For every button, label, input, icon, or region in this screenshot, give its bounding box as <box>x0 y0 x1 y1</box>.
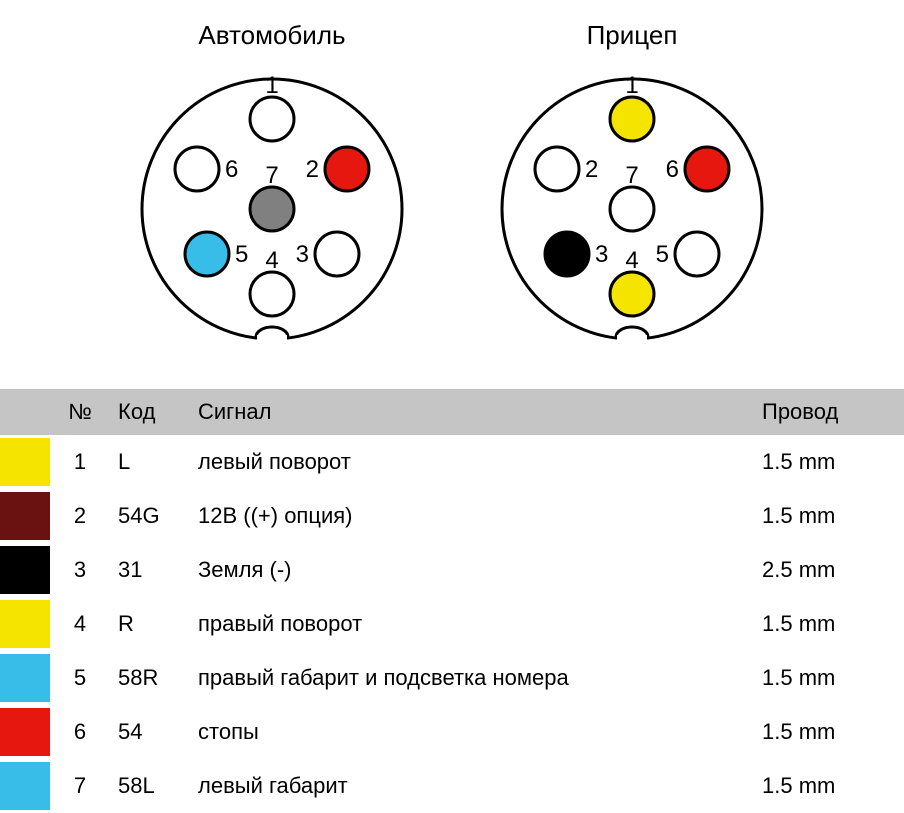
pin-label-4: 4 <box>265 247 278 274</box>
table-row: 4Rправый поворот1.5 mm <box>0 597 904 651</box>
connector-trailer: Прицеп 1 2 345 6 7 <box>482 20 782 359</box>
pin-5 <box>675 232 719 276</box>
color-swatch <box>0 654 50 702</box>
connector-vehicle: Автомобиль 1 2 345 67 <box>122 20 422 359</box>
swatch-cell <box>0 489 50 543</box>
cell-num: 4 <box>50 597 110 651</box>
table-header-row: № Код Сигнал Провод <box>0 389 904 435</box>
swatch-cell <box>0 759 50 813</box>
pin-label-2: 2 <box>585 156 598 183</box>
pin-label-6: 6 <box>666 156 679 183</box>
pin-label-3: 3 <box>595 241 608 268</box>
wiring-table: № Код Сигнал Провод 1Lлевый поворот1.5 m… <box>0 389 904 813</box>
pin-3 <box>315 232 359 276</box>
cell-num: 5 <box>50 651 110 705</box>
pin-label-5: 5 <box>235 241 248 268</box>
header-wire: Провод <box>754 389 904 435</box>
pin-7 <box>250 187 294 231</box>
pin-1 <box>610 97 654 141</box>
cell-wire: 2.5 mm <box>754 543 904 597</box>
color-swatch <box>0 600 50 648</box>
pin-2 <box>535 147 579 191</box>
pin-label-7: 7 <box>265 162 278 189</box>
table-row: 254G12В ((+) опция)1.5 mm <box>0 489 904 543</box>
connector-trailer-svg: 1 2 345 6 7 <box>482 59 782 359</box>
cell-signal: левый габарит <box>190 759 754 813</box>
cell-wire: 1.5 mm <box>754 435 904 489</box>
table-row: 1Lлевый поворот1.5 mm <box>0 435 904 489</box>
cell-wire: 1.5 mm <box>754 489 904 543</box>
pin-4 <box>610 272 654 316</box>
cell-wire: 1.5 mm <box>754 705 904 759</box>
cell-code: 58L <box>110 759 190 813</box>
connector-vehicle-svg: 1 2 345 67 <box>122 59 422 359</box>
swatch-cell <box>0 543 50 597</box>
table-row: 558Rправый габарит и подсветка номера1.5… <box>0 651 904 705</box>
connector-vehicle-title: Автомобиль <box>198 20 345 51</box>
pin-label-1: 1 <box>265 72 278 99</box>
pin-3 <box>545 232 589 276</box>
pin-label-3: 3 <box>296 241 309 268</box>
cell-code: 58R <box>110 651 190 705</box>
pin-2 <box>325 147 369 191</box>
diagram-area: Автомобиль 1234567 Прицеп 1234567 <box>0 0 904 389</box>
pin-label-4: 4 <box>625 247 638 274</box>
cell-signal: правый габарит и подсветка номера <box>190 651 754 705</box>
swatch-cell <box>0 435 50 489</box>
pin-5 <box>185 232 229 276</box>
color-swatch <box>0 708 50 756</box>
cell-wire: 1.5 mm <box>754 651 904 705</box>
cell-signal: Земля (-) <box>190 543 754 597</box>
color-swatch <box>0 438 50 486</box>
cell-code: 54G <box>110 489 190 543</box>
header-code: Код <box>110 389 190 435</box>
color-swatch <box>0 492 50 540</box>
cell-num: 6 <box>50 705 110 759</box>
table-row: 331Земля (-)2.5 mm <box>0 543 904 597</box>
pin-label-2: 2 <box>306 156 319 183</box>
pin-label-5: 5 <box>656 241 669 268</box>
pin-4 <box>250 272 294 316</box>
pin-6 <box>175 147 219 191</box>
connector-trailer-title: Прицеп <box>587 20 678 51</box>
cell-num: 3 <box>50 543 110 597</box>
pin-label-6: 6 <box>225 156 238 183</box>
cell-wire: 1.5 mm <box>754 759 904 813</box>
cell-wire: 1.5 mm <box>754 597 904 651</box>
cell-code: R <box>110 597 190 651</box>
cell-signal: 12В ((+) опция) <box>190 489 754 543</box>
cell-num: 2 <box>50 489 110 543</box>
cell-code: 54 <box>110 705 190 759</box>
swatch-cell <box>0 651 50 705</box>
color-swatch <box>0 546 50 594</box>
cell-code: 31 <box>110 543 190 597</box>
pin-label-7: 7 <box>625 162 638 189</box>
swatch-cell <box>0 597 50 651</box>
header-num: № <box>50 389 110 435</box>
header-signal: Сигнал <box>190 389 754 435</box>
swatch-cell <box>0 705 50 759</box>
color-swatch <box>0 762 50 810</box>
table-row: 758Lлевый габарит1.5 mm <box>0 759 904 813</box>
table-row: 654стопы1.5 mm <box>0 705 904 759</box>
cell-signal: стопы <box>190 705 754 759</box>
pin-label-1: 1 <box>625 72 638 99</box>
cell-signal: левый поворот <box>190 435 754 489</box>
cell-signal: правый поворот <box>190 597 754 651</box>
pin-7 <box>610 187 654 231</box>
pin-1 <box>250 97 294 141</box>
cell-code: L <box>110 435 190 489</box>
table-area: № Код Сигнал Провод 1Lлевый поворот1.5 m… <box>0 389 904 813</box>
cell-num: 7 <box>50 759 110 813</box>
cell-num: 1 <box>50 435 110 489</box>
header-swatch <box>0 389 50 435</box>
pin-6 <box>685 147 729 191</box>
